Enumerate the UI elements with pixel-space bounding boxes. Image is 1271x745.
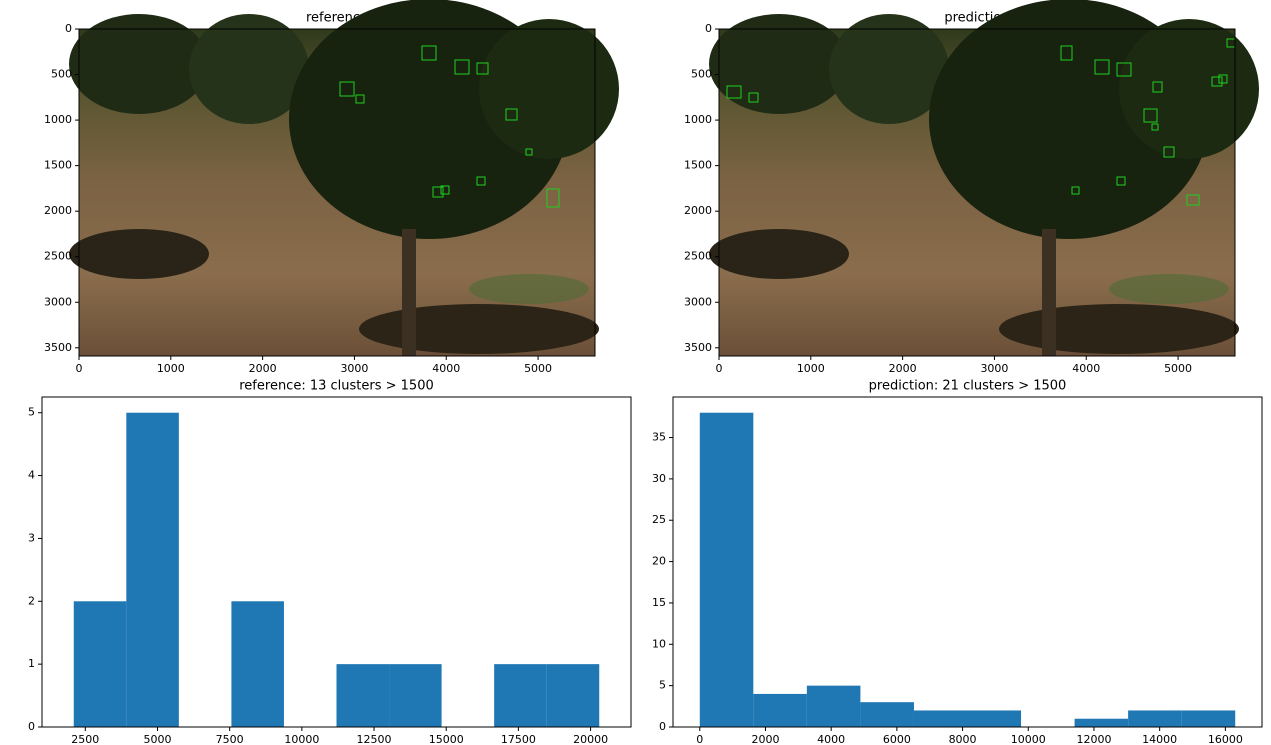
bar <box>914 710 968 727</box>
bar <box>337 664 390 727</box>
y-tick-label: 3000 <box>44 295 72 308</box>
bar <box>1075 719 1129 727</box>
y-tick-label: 0 <box>705 22 712 35</box>
x-tick-label: 14000 <box>1142 733 1177 745</box>
y-tick-label: 0 <box>65 22 72 35</box>
bar <box>74 601 127 727</box>
y-tick-label: 2000 <box>44 204 72 217</box>
x-tick-label: 15000 <box>429 733 464 745</box>
y-tick-label: 2 <box>28 594 35 607</box>
axes-frame <box>673 397 1262 727</box>
x-tick-label: 1000 <box>797 362 825 375</box>
x-tick-label: 20000 <box>573 733 608 745</box>
x-tick-label: 12500 <box>357 733 392 745</box>
x-tick-label: 2000 <box>889 362 917 375</box>
x-tick-label: 8000 <box>949 733 977 745</box>
y-tick-label: 10 <box>652 637 666 650</box>
y-tick-label: 2500 <box>684 250 712 263</box>
x-tick-label: 2000 <box>751 733 779 745</box>
bar <box>231 601 284 727</box>
y-tick-label: 30 <box>652 472 666 485</box>
x-tick-label: 0 <box>716 362 723 375</box>
y-tick-label: 5 <box>659 679 666 692</box>
x-tick-label: 17500 <box>501 733 536 745</box>
x-tick-label: 7500 <box>216 733 244 745</box>
y-tick-label: 1 <box>28 657 35 670</box>
y-tick-label: 15 <box>652 596 666 609</box>
x-tick-label: 10000 <box>284 733 319 745</box>
y-tick-label: 500 <box>51 68 72 81</box>
x-tick-label: 12000 <box>1076 733 1111 745</box>
y-tick-label: 1000 <box>684 113 712 126</box>
x-tick-label: 5000 <box>1164 362 1192 375</box>
bar <box>968 710 1022 727</box>
x-tick-label: 16000 <box>1208 733 1243 745</box>
bar <box>753 694 807 727</box>
x-tick-label: 0 <box>76 362 83 375</box>
bar <box>1128 710 1182 727</box>
bar <box>126 413 179 727</box>
x-tick-label: 4000 <box>432 362 460 375</box>
page: reference0100020003000400050000500100015… <box>0 0 1271 745</box>
bar <box>1182 710 1236 727</box>
x-tick-label: 2000 <box>249 362 277 375</box>
bar <box>494 664 547 727</box>
y-tick-label: 5 <box>28 406 35 419</box>
x-tick-label: 0 <box>696 733 703 745</box>
y-tick-label: 2000 <box>684 204 712 217</box>
y-tick-label: 500 <box>691 68 712 81</box>
chart-title: prediction: 21 clusters > 1500 <box>869 379 1067 394</box>
y-tick-label: 1500 <box>44 159 72 172</box>
x-tick-label: 10000 <box>1011 733 1046 745</box>
x-tick-label: 4000 <box>1072 362 1100 375</box>
y-tick-label: 3 <box>28 531 35 544</box>
x-tick-label: 2500 <box>71 733 99 745</box>
y-tick-label: 1000 <box>44 113 72 126</box>
x-tick-label: 5000 <box>143 733 171 745</box>
figure: reference0100020003000400050000500100015… <box>0 0 1271 745</box>
y-tick-label: 3500 <box>684 341 712 354</box>
bar <box>860 702 914 727</box>
y-tick-label: 3500 <box>44 341 72 354</box>
x-tick-label: 5000 <box>524 362 552 375</box>
bar <box>547 664 600 727</box>
photo <box>709 0 1259 356</box>
y-tick-label: 3000 <box>684 295 712 308</box>
x-tick-label: 6000 <box>883 733 911 745</box>
y-tick-label: 20 <box>652 555 666 568</box>
y-tick-label: 0 <box>659 720 666 733</box>
bar <box>389 664 442 727</box>
y-tick-label: 25 <box>652 513 666 526</box>
x-tick-label: 1000 <box>157 362 185 375</box>
chart-title: reference: 13 clusters > 1500 <box>239 379 434 394</box>
bar <box>807 686 861 727</box>
x-tick-label: 4000 <box>817 733 845 745</box>
bar <box>700 413 754 727</box>
photo <box>69 0 619 356</box>
y-tick-label: 1500 <box>684 159 712 172</box>
y-tick-label: 2500 <box>44 250 72 263</box>
y-tick-label: 4 <box>28 469 35 482</box>
x-tick-label: 3000 <box>980 362 1008 375</box>
x-tick-label: 3000 <box>340 362 368 375</box>
y-tick-label: 35 <box>652 431 666 444</box>
y-tick-label: 0 <box>28 720 35 733</box>
